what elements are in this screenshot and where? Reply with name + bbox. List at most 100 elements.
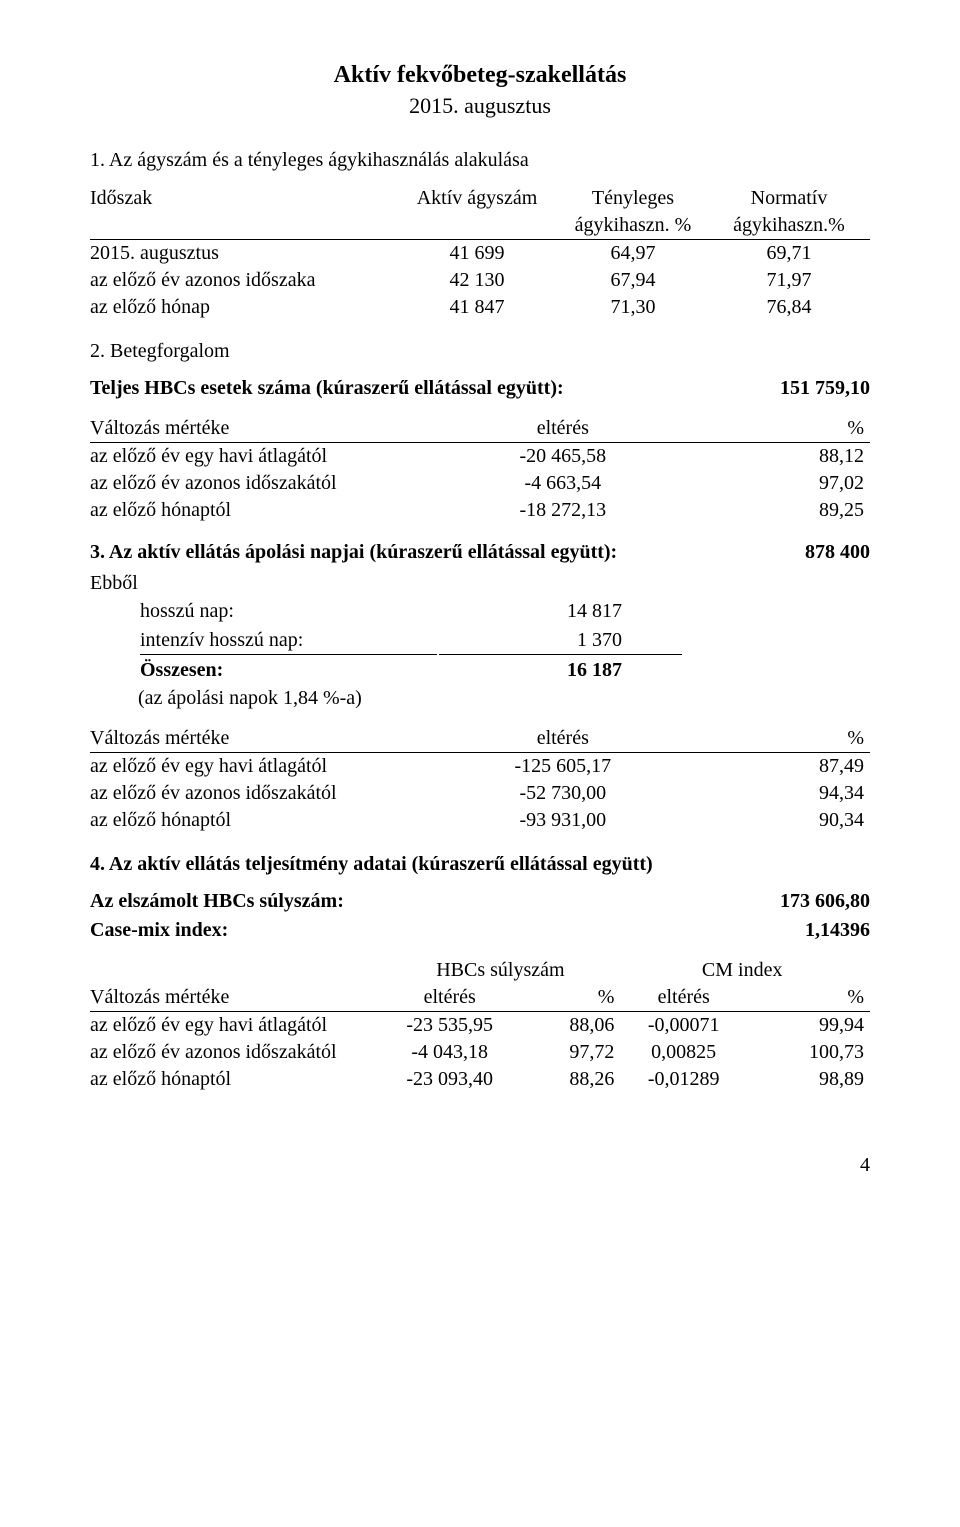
cell-beds: 42 130 [402, 267, 558, 294]
cell-pct: 97,02 [667, 470, 870, 497]
table-row: az előző év azonos időszakától-4 043,189… [90, 1039, 870, 1066]
ebbol-block: Ebből hosszú nap:14 817intenzív hosszú n… [90, 571, 870, 711]
cell-hbcs-pct: 88,26 [519, 1066, 620, 1093]
cell-label: az előző év egy havi átlagától [90, 1011, 386, 1039]
cell-cm-pct: 99,94 [753, 1011, 870, 1039]
col-change-label: Változás mértéke [90, 415, 464, 443]
col-change-pct: % [667, 725, 870, 753]
kv-label: Az elszámolt HBCs súlyszám: [90, 889, 344, 914]
ebbol-table: hosszú nap:14 817intenzív hosszú nap:1 3… [138, 596, 684, 686]
col-empty [90, 212, 402, 240]
col-empty [402, 212, 558, 240]
ebbol-row: Összesen:16 187 [140, 657, 682, 684]
cell-hbcs-dev: -23 093,40 [386, 1066, 519, 1093]
col-empty [90, 957, 386, 984]
cell-dev: -52 730,00 [464, 780, 667, 807]
kv-value: 1,14396 [805, 918, 870, 943]
cell-label: az előző év azonos időszakától [90, 780, 464, 807]
col-actual-bot: ágykihaszn. % [558, 212, 714, 240]
table-row: az előző év egy havi átlagától-23 535,95… [90, 1011, 870, 1039]
cell-value: 1 370 [439, 627, 682, 655]
table-header-row: Változás mértéke eltérés % eltérés % [90, 984, 870, 1012]
cell-pct: 94,34 [667, 780, 870, 807]
ebbol-row: intenzív hosszú nap:1 370 [140, 627, 682, 655]
table-row: az előző év azonos időszakától-4 663,549… [90, 470, 870, 497]
table-row: az előző hónaptól-23 093,4088,26-0,01289… [90, 1066, 870, 1093]
cell-cm-dev: 0,00825 [620, 1039, 753, 1066]
cell-dev: -20 465,58 [464, 442, 667, 470]
table-header-row: Változás mértéke eltérés % [90, 415, 870, 443]
col-change-label: Változás mértéke [90, 725, 464, 753]
cell-label: az előző év azonos időszakától [90, 1039, 386, 1066]
cell-value: 14 817 [439, 598, 682, 625]
ebbol-row: hosszú nap:14 817 [140, 598, 682, 625]
cell-pct: 89,25 [667, 497, 870, 524]
cell-norm: 71,97 [714, 267, 870, 294]
page-number: 4 [90, 1153, 870, 1178]
cell-beds: 41 847 [402, 294, 558, 321]
cell-dev: -93 931,00 [464, 807, 667, 834]
col-cm-pct: % [753, 984, 870, 1012]
col-change-dev: eltérés [464, 415, 667, 443]
cell-cm-dev: -0,00071 [620, 1011, 753, 1039]
section-4-kv2: Case-mix index: 1,14396 [90, 918, 870, 943]
cell-norm: 76,84 [714, 294, 870, 321]
cell-label: az előző hónaptól [90, 497, 464, 524]
cell-norm: 69,71 [714, 239, 870, 267]
cell-label: az előző hónaptól [90, 1066, 386, 1093]
table-header-row: Változás mértéke eltérés % [90, 725, 870, 753]
table-header-row: ágykihaszn. % ágykihaszn.% [90, 212, 870, 240]
ebbol-footnote: (az ápolási napok 1,84 %-a) [138, 686, 870, 711]
cell-label: az előző év azonos időszakától [90, 470, 464, 497]
cell-actual: 71,30 [558, 294, 714, 321]
cell-label: hosszú nap: [140, 598, 437, 625]
cell-actual: 67,94 [558, 267, 714, 294]
cell-label: az előző év egy havi átlagától [90, 752, 464, 780]
kv-label: Case-mix index: [90, 918, 228, 943]
section-4-table: HBCs súlyszám CM index Változás mértéke … [90, 957, 870, 1093]
table-row: 2015. augusztus41 69964,9769,71 [90, 239, 870, 267]
kv-value: 173 606,80 [780, 889, 870, 914]
col-hbcs-pct: % [519, 984, 620, 1012]
document-subtitle: 2015. augusztus [90, 92, 870, 120]
cell-label: 2015. augusztus [90, 239, 402, 267]
document-title: Aktív fekvőbeteg-szakellátás [90, 60, 870, 90]
cell-hbcs-pct: 88,06 [519, 1011, 620, 1039]
table-row: az előző hónaptól-18 272,1389,25 [90, 497, 870, 524]
cell-label: az előző hónap [90, 294, 402, 321]
col-norm-top: Normatív [714, 185, 870, 212]
col-change-pct: % [667, 415, 870, 443]
kv-value: 151 759,10 [780, 376, 870, 401]
table-row: az előző év egy havi átlagától-20 465,58… [90, 442, 870, 470]
cell-actual: 64,97 [558, 239, 714, 267]
cell-cm-pct: 100,73 [753, 1039, 870, 1066]
cell-value: 16 187 [439, 657, 682, 684]
cell-cm-pct: 98,89 [753, 1066, 870, 1093]
table-header-row: Időszak Aktív ágyszám Tényleges Normatív [90, 185, 870, 212]
cell-beds: 41 699 [402, 239, 558, 267]
section-4-heading: 4. Az aktív ellátás teljesítmény adatai … [90, 852, 870, 877]
table-row: az előző hónaptól-93 931,0090,34 [90, 807, 870, 834]
col-actual-top: Tényleges [558, 185, 714, 212]
cell-dev: -4 663,54 [464, 470, 667, 497]
cell-label: intenzív hosszú nap: [140, 627, 437, 655]
section-3-change-table: Változás mértéke eltérés % az előző év e… [90, 725, 870, 834]
section-4-kv1: Az elszámolt HBCs súlyszám: 173 606,80 [90, 889, 870, 914]
cell-hbcs-pct: 97,72 [519, 1039, 620, 1066]
section-1-table: Időszak Aktív ágyszám Tényleges Normatív… [90, 185, 870, 321]
col-norm-bot: ágykihaszn.% [714, 212, 870, 240]
section-1-heading: 1. Az ágyszám és a tényleges ágykihaszná… [90, 148, 870, 173]
section-2-kv: Teljes HBCs esetek száma (kúraszerű ellá… [90, 376, 870, 401]
col-change-dev: eltérés [464, 725, 667, 753]
cell-label: az előző év egy havi átlagától [90, 442, 464, 470]
table-row: az előző év egy havi átlagától-125 605,1… [90, 752, 870, 780]
cell-pct: 88,12 [667, 442, 870, 470]
table-row: az előző év azonos időszaka42 13067,9471… [90, 267, 870, 294]
cell-label: Összesen: [140, 657, 437, 684]
group-hbcs: HBCs súlyszám [386, 957, 620, 984]
cell-pct: 87,49 [667, 752, 870, 780]
kv-label: 3. Az aktív ellátás ápolási napjai (kúra… [90, 540, 617, 565]
cell-hbcs-dev: -23 535,95 [386, 1011, 519, 1039]
ebbol-label: Ebből [90, 571, 870, 596]
section-3-kv: 3. Az aktív ellátás ápolási napjai (kúra… [90, 540, 870, 565]
